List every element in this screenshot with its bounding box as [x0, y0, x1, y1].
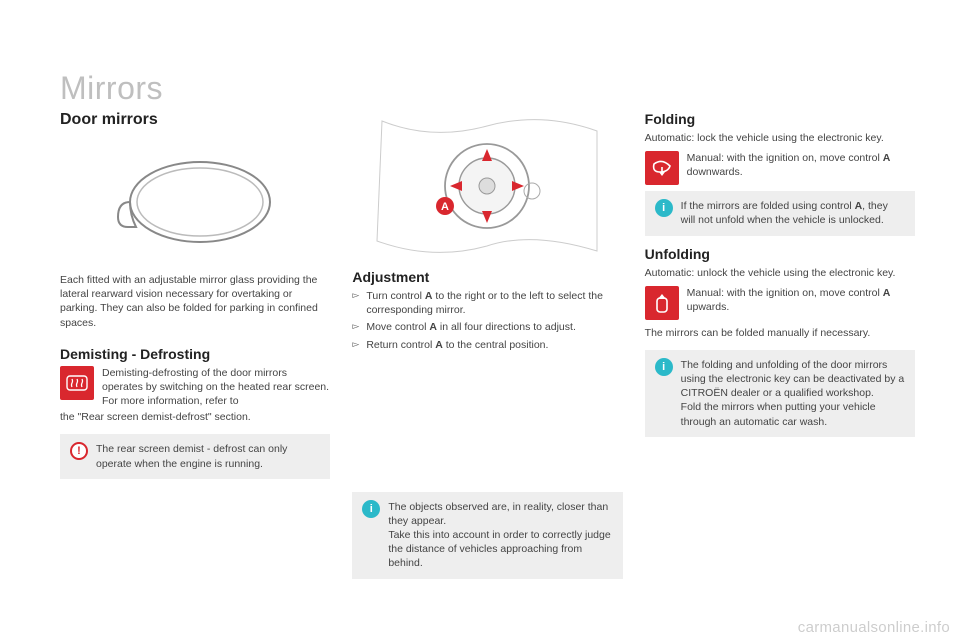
columns: Door mirrors Each fitted with an adjusta… — [60, 111, 915, 579]
adj-item-3: Return control A to the central position… — [352, 338, 622, 352]
col-1: Door mirrors Each fitted with an adjusta… — [60, 111, 330, 579]
engine-warning-callout: ! The rear screen demist - defrost can o… — [60, 434, 330, 478]
page-title: Mirrors — [60, 70, 915, 107]
fold-manual-text: Manual: with the ignition on, move contr… — [687, 151, 915, 179]
adj-item-2: Move control A in all four directions to… — [352, 320, 622, 334]
control-illustration: A — [352, 111, 622, 261]
demist-heading: Demisting - Defrosting — [60, 346, 330, 362]
col-2: A Adjustment Turn control A to the right… — [352, 111, 622, 579]
dealer-note-text: The folding and unfolding of the door mi… — [681, 358, 905, 429]
folding-heading: Folding — [645, 111, 915, 127]
unfold-manual-row: Manual: with the ignition on, move contr… — [645, 286, 915, 320]
engine-warning-text: The rear screen demist - defrost can onl… — [96, 442, 320, 470]
unfold-para: The mirrors can be folded manually if ne… — [645, 326, 915, 340]
demist-text: Demisting-defrosting of the door mirrors… — [102, 366, 330, 409]
fold-manual-row: Manual: with the ignition on, move contr… — [645, 151, 915, 185]
mirror-icon — [105, 147, 285, 257]
demist-text-2: For more information, refer to — [102, 395, 239, 407]
door-mirrors-para: Each fitted with an adjustable mirror gl… — [60, 273, 330, 330]
dealer-note-callout: i The folding and unfolding of the door … — [645, 350, 915, 437]
svg-text:A: A — [442, 201, 450, 213]
adjustment-heading: Adjustment — [352, 269, 622, 285]
adjustment-list: Turn control A to the right or to the le… — [352, 289, 622, 352]
fold-note-text: If the mirrors are folded using control … — [681, 199, 905, 227]
fold-down-icon — [645, 151, 679, 185]
mirror-illustration — [60, 137, 330, 267]
demist-text-1: Demisting-defrosting of the door mirrors… — [102, 367, 329, 393]
distance-info-text: The objects observed are, in reality, cl… — [388, 500, 612, 571]
col-3: Folding Automatic: lock the vehicle usin… — [645, 111, 915, 579]
warning-icon: ! — [70, 442, 88, 460]
folding-auto: Automatic: lock the vehicle using the el… — [645, 131, 915, 145]
demist-row: Demisting-defrosting of the door mirrors… — [60, 366, 330, 409]
distance-info-callout: i The objects observed are, in reality, … — [352, 492, 622, 579]
unfolding-auto: Automatic: unlock the vehicle using the … — [645, 266, 915, 280]
unfold-manual-text: Manual: with the ignition on, move contr… — [687, 286, 915, 314]
door-mirrors-heading: Door mirrors — [60, 111, 330, 129]
page-root: Mirrors Door mirrors Each fitted with an… — [0, 0, 960, 599]
fold-up-icon — [645, 286, 679, 320]
demist-text-3: the "Rear screen demist-defrost" section… — [60, 410, 330, 424]
unfolding-heading: Unfolding — [645, 246, 915, 262]
watermark: carmanualsonline.info — [798, 619, 950, 636]
info-icon: i — [655, 358, 673, 376]
info-icon: i — [362, 500, 380, 518]
control-knob-icon: A — [372, 111, 602, 261]
rear-defrost-icon — [60, 366, 94, 400]
fold-note-callout: i If the mirrors are folded using contro… — [645, 191, 915, 235]
adj-item-1: Turn control A to the right or to the le… — [352, 289, 622, 317]
info-icon: i — [655, 199, 673, 217]
